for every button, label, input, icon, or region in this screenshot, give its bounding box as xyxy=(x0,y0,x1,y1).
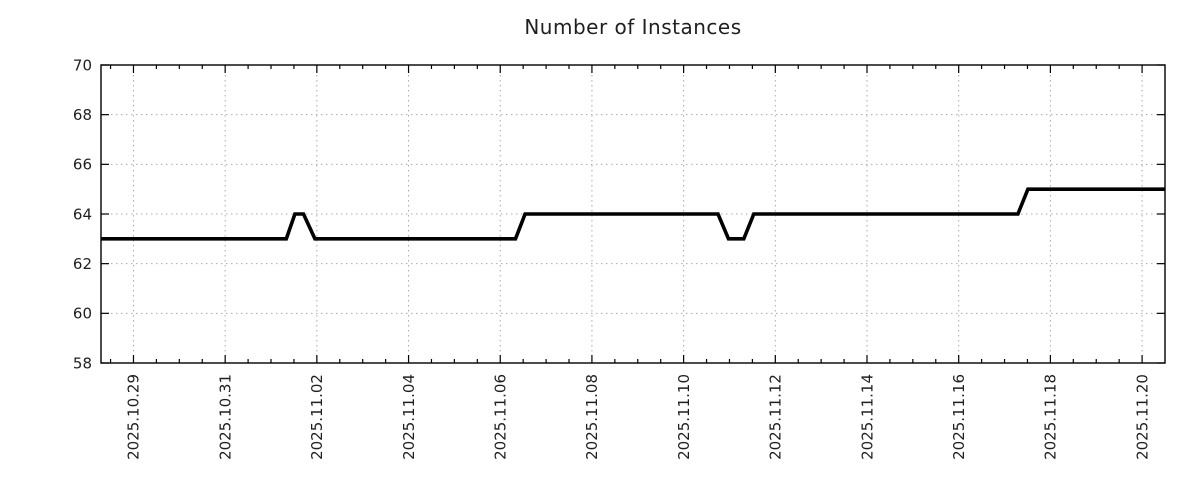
x-tick-label: 2025.10.31 xyxy=(216,374,234,460)
x-tick-label: 2025.11.08 xyxy=(583,374,601,460)
data-series-line xyxy=(101,187,1165,241)
y-tick-label: 62 xyxy=(73,255,92,273)
x-tick-label: 2025.11.04 xyxy=(400,374,418,460)
y-tick-label: 66 xyxy=(73,156,92,174)
x-tick-label: 2025.11.10 xyxy=(675,374,693,460)
y-tick-label: 58 xyxy=(73,354,92,372)
x-tick-label: 2025.11.02 xyxy=(308,374,326,460)
x-tick-label: 2025.11.06 xyxy=(491,374,509,460)
x-tick-label: 2025.10.29 xyxy=(125,374,143,460)
x-tick-label: 2025.11.12 xyxy=(767,374,785,460)
x-tick-label: 2025.11.14 xyxy=(858,374,876,460)
x-tick-label: 2025.11.20 xyxy=(1133,374,1151,460)
y-tick-label: 64 xyxy=(73,205,92,223)
y-tick-label: 70 xyxy=(73,56,92,74)
y-tick-label: 60 xyxy=(73,305,92,323)
y-tick-label: 68 xyxy=(73,106,92,124)
chart-title: Number of Instances xyxy=(524,15,742,39)
x-tick-label: 2025.11.18 xyxy=(1042,374,1060,460)
x-tick-label: 2025.11.16 xyxy=(950,374,968,460)
